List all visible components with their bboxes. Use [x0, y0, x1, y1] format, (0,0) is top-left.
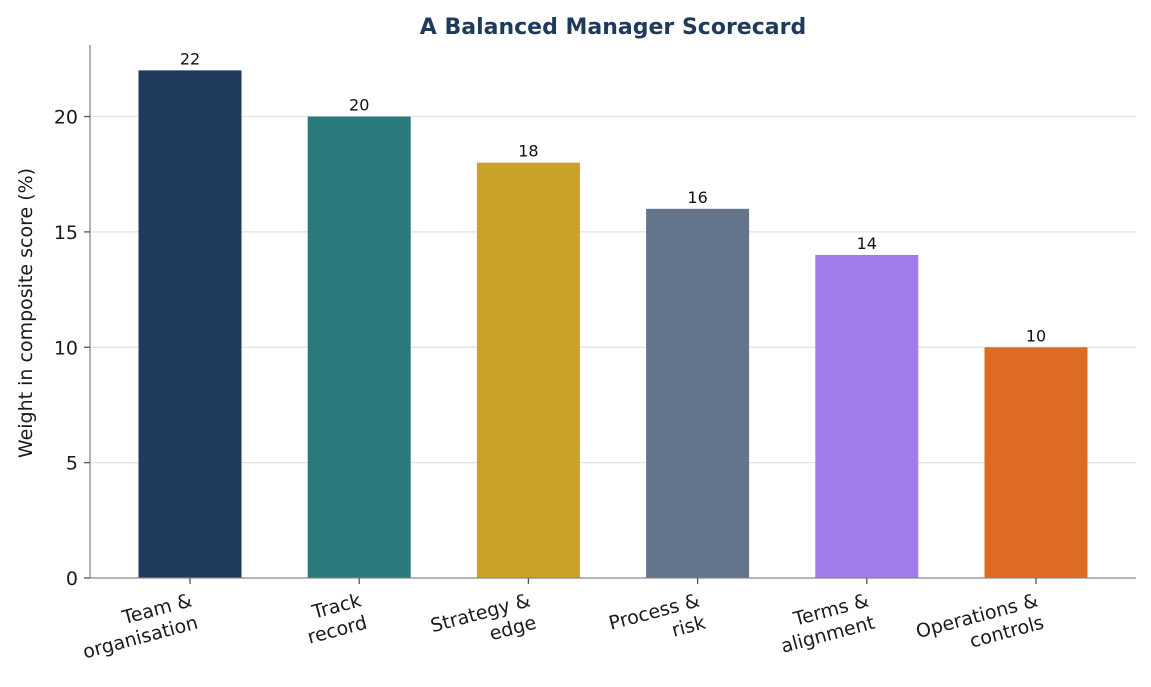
data-label: 14 [857, 234, 877, 253]
data-label: 20 [349, 96, 369, 115]
x-tick-label: Operations &controls [914, 589, 1047, 652]
y-axis-label: Weight in composite score (%) [15, 168, 37, 458]
y-tick-label: 15 [54, 222, 78, 244]
x-tick-label: Terms &alignment [779, 589, 877, 657]
bar [815, 254, 919, 578]
chart-title: A Balanced Manager Scorecard [420, 15, 806, 40]
x-tick-label: Process &risk [606, 589, 707, 641]
x-tick-label: Strategy &edge [428, 589, 538, 645]
bar [476, 162, 580, 578]
data-label: 18 [518, 142, 538, 161]
x-tick-label: Team &organisation [81, 589, 201, 663]
bar [138, 70, 242, 578]
y-tick-label: 10 [54, 337, 78, 359]
y-tick-label: 5 [66, 453, 78, 475]
y-tick-label: 0 [66, 568, 78, 590]
bar [984, 347, 1088, 578]
bar [646, 208, 750, 578]
data-label: 10 [1026, 326, 1046, 345]
y-tick-label: 20 [54, 107, 78, 129]
data-label: 22 [180, 49, 200, 68]
data-label: 16 [687, 188, 707, 207]
bar [307, 116, 411, 578]
